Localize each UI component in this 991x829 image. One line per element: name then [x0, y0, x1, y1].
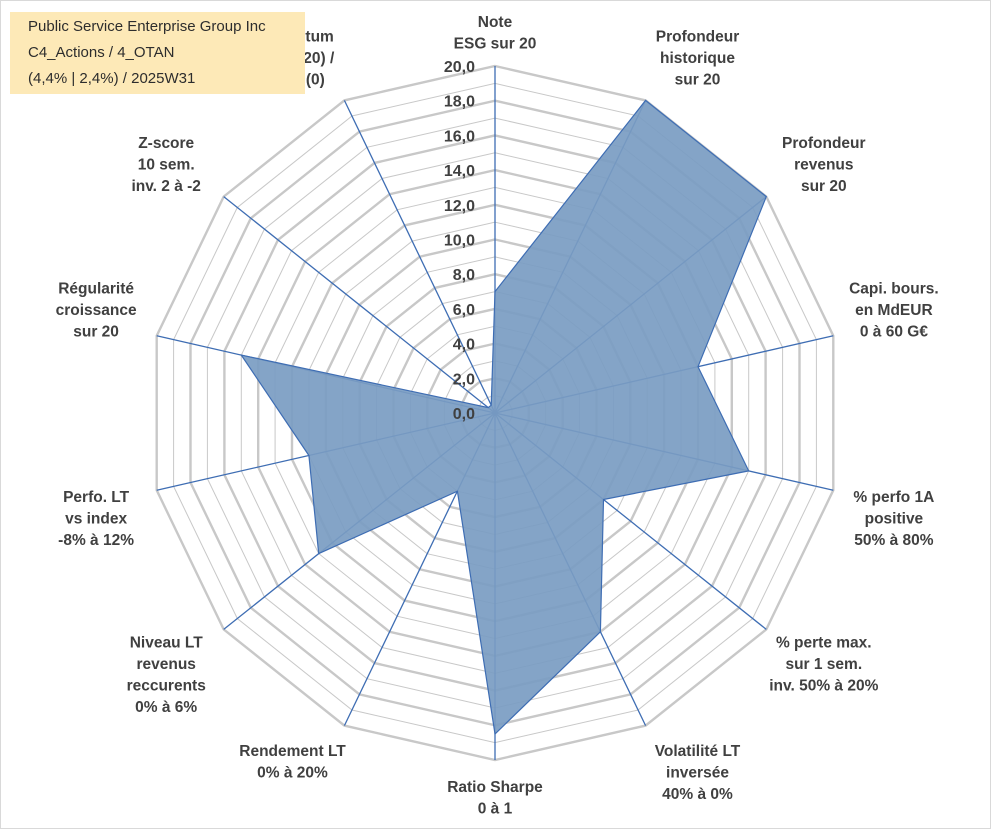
tick-label: 10,0 — [444, 233, 475, 250]
tick-label: 2,0 — [453, 371, 475, 388]
classification: C4_Actions / 4_OTAN — [28, 44, 175, 61]
tick-label: 20,0 — [444, 59, 475, 76]
spoke — [223, 196, 496, 414]
tick-label: 14,0 — [444, 163, 475, 180]
tick-label: 6,0 — [453, 302, 475, 319]
series — [239, 99, 768, 736]
spoke — [343, 100, 496, 414]
tick-label: 4,0 — [453, 337, 475, 354]
category-label: Régularité croissance sur 20 — [56, 281, 137, 341]
category-label: Profondeur revenus sur 20 — [782, 135, 866, 195]
category-labels: Note ESG sur 20 Profondeur historique sur 20… — [56, 14, 939, 818]
category-label: Capi. bours. en MdEUR 0 à 60 G€ — [849, 281, 939, 341]
category-label: Profondeur historique sur 20 — [656, 28, 740, 88]
tick-label: 18,0 — [444, 94, 475, 111]
category-label: % perte max. sur 1 sem. inv. 50% à 20% — [769, 634, 878, 694]
category-label: Rendement LT 0% à 20% — [239, 743, 346, 782]
tick-label: 16,0 — [444, 128, 475, 145]
tick-label: 0,0 — [453, 406, 475, 423]
period-info: (4,4% | 2,4%) / 2025W31 — [28, 70, 196, 87]
category-label: Note ESG sur 20 — [454, 14, 537, 53]
series-area — [239, 99, 768, 736]
tick-label: 12,0 — [444, 198, 475, 215]
company-name: Public Service Enterprise Group Inc — [28, 18, 266, 35]
category-label: Ratio Sharpe 0 à 1 — [447, 779, 543, 818]
category-label: Z-score 10 sem. inv. 2 à -2 — [131, 135, 201, 195]
info-box: Public Service Enterprise Group Inc C4_A… — [10, 12, 305, 94]
category-label: Niveau LT revenus reccurents 0% à 6% — [127, 634, 206, 716]
category-label: % perfo 1A positive 50% à 80% — [853, 489, 934, 549]
category-label: Volatilité LT inversée 40% à 0% — [655, 743, 741, 803]
category-label: Perfo. LT vs index -8% à 12% — [58, 489, 134, 549]
tick-labels: 0,0 2,0 4,0 6,0 8,0 10,0 12,0 14,0 16,0 18,0 20,0 — [444, 59, 475, 423]
tick-label: 8,0 — [453, 267, 475, 284]
